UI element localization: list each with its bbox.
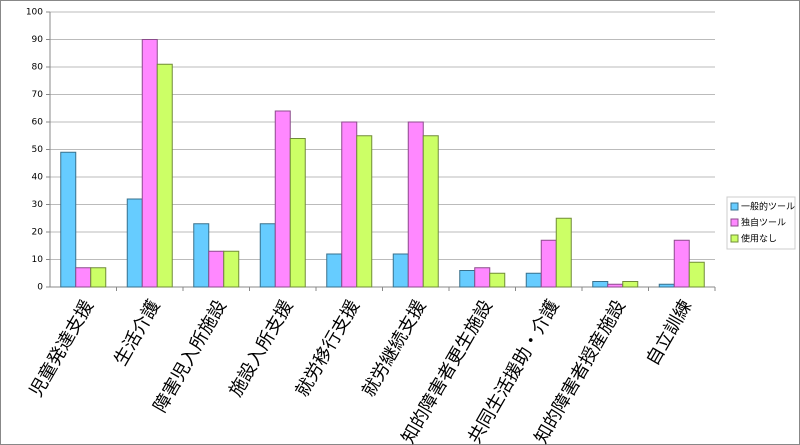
bar: [392, 253, 409, 288]
bar: [289, 138, 306, 288]
bar: [126, 198, 143, 288]
bar: [673, 239, 690, 288]
bar: [474, 267, 491, 288]
y-tick-label: 20: [32, 228, 44, 238]
bar: [422, 135, 439, 288]
bar: [208, 250, 225, 288]
legend-label: 一般的ツール: [741, 201, 795, 213]
bar: [658, 283, 675, 288]
bar: [223, 250, 240, 288]
bar: [60, 151, 77, 288]
y-tick-label: 0: [37, 283, 43, 293]
bar: [341, 121, 358, 288]
legend-swatch: [730, 218, 739, 227]
bar: [274, 110, 291, 288]
bar: [622, 281, 639, 288]
y-tick-label: 100: [26, 8, 43, 18]
y-tick-label: 60: [32, 118, 44, 128]
bar: [459, 270, 476, 288]
legend-label: 独自ツール: [741, 217, 786, 229]
bar: [193, 223, 210, 288]
bar: [607, 283, 624, 288]
bar: [555, 217, 572, 288]
legend-swatch: [730, 234, 739, 243]
bar: [75, 267, 92, 288]
bar: [489, 272, 506, 288]
bar: [90, 267, 107, 288]
y-tick-label: 80: [32, 63, 44, 73]
bar: [525, 272, 542, 288]
bar: [540, 239, 557, 288]
y-tick-label: 10: [32, 255, 44, 265]
bar: [688, 261, 705, 288]
bar: [259, 223, 276, 288]
y-tick-label: 40: [32, 173, 44, 183]
y-tick-label: 90: [32, 35, 44, 45]
bar: [592, 281, 609, 288]
y-tick-label: 50: [32, 145, 44, 155]
bar: [326, 253, 343, 288]
bar: [356, 135, 373, 288]
bar: [407, 121, 424, 288]
bar: [156, 63, 173, 288]
bar: [141, 39, 158, 288]
legend-label: 使用なし: [741, 233, 777, 245]
legend-swatch: [730, 202, 739, 211]
y-tick-label: 70: [32, 90, 44, 100]
y-tick-label: 30: [32, 200, 44, 210]
